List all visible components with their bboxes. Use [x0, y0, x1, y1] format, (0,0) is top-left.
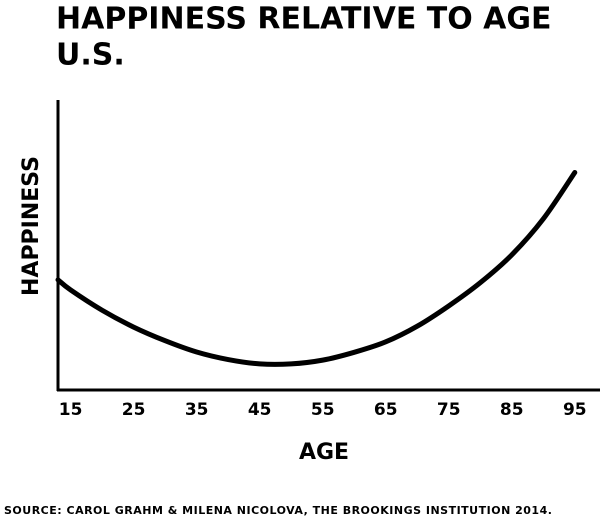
y-axis-label: HAPPINESS — [19, 156, 44, 296]
happiness-curve — [55, 170, 578, 367]
x-axis-label: AGE — [299, 440, 349, 465]
source-note: SOURCE: CAROL GRAHM & MILENA NICOLOVA, T… — [4, 504, 552, 517]
x-tick-label: 45 — [248, 400, 272, 420]
x-tick-label: 35 — [185, 400, 209, 420]
x-tick-label: 65 — [374, 400, 398, 420]
x-tick-label: 75 — [437, 400, 461, 420]
x-tick-label: 55 — [311, 400, 335, 420]
x-tick-label: 15 — [59, 400, 83, 420]
x-tick-label: 95 — [563, 400, 587, 420]
x-tick-label: 85 — [500, 400, 524, 420]
x-tick-label: 25 — [122, 400, 146, 420]
chart-subtitle: U.S. — [56, 38, 125, 73]
chart-title: HAPPINESS RELATIVE TO AGE — [56, 2, 552, 37]
